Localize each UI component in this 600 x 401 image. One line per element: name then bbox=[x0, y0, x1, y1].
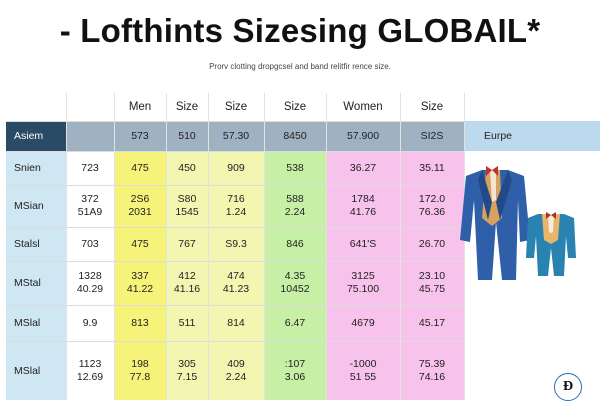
table-cell: 3125 75.100 bbox=[326, 261, 400, 305]
table-cell: :107 3.06 bbox=[264, 341, 326, 400]
row-label: Snien bbox=[6, 151, 66, 185]
small-suit-icon bbox=[526, 212, 576, 276]
table-cell: 1328 40.29 bbox=[66, 261, 114, 305]
column-header: Size bbox=[400, 93, 464, 121]
table-cell: 23.10 45.75 bbox=[400, 261, 464, 305]
table-cell: 767 bbox=[166, 227, 208, 261]
table-cell: 26.70 bbox=[400, 227, 464, 261]
row-label: MSian bbox=[6, 185, 66, 227]
table-cell: 412 41.16 bbox=[166, 261, 208, 305]
row-divider bbox=[6, 305, 464, 306]
column-header: Size bbox=[166, 93, 208, 121]
table-cell: 723 bbox=[66, 151, 114, 185]
suit-illustration bbox=[460, 166, 576, 280]
column-divider bbox=[326, 93, 327, 400]
row-divider bbox=[6, 227, 464, 228]
table-cell: 588 2.24 bbox=[264, 185, 326, 227]
table-cell: 372 51A9 bbox=[66, 185, 114, 227]
column-divider bbox=[66, 93, 67, 400]
table-cell: 511 bbox=[166, 305, 208, 341]
table-cell: 716 1.24 bbox=[208, 185, 264, 227]
column-divider bbox=[114, 93, 115, 400]
page-title: - Lofthints Sizesing GLOBAIL* bbox=[59, 12, 541, 49]
table-cell: 35.11 bbox=[400, 151, 464, 185]
table-cell: 337 41.22 bbox=[114, 261, 166, 305]
band-header: 57.30 bbox=[208, 121, 264, 151]
table-cell: 475 bbox=[114, 151, 166, 185]
table-cell: 846 bbox=[264, 227, 326, 261]
large-suit-icon bbox=[460, 166, 530, 280]
row-divider bbox=[6, 151, 464, 152]
table-cell: 409 2.24 bbox=[208, 341, 264, 400]
table-cell: 4.35 10452 bbox=[264, 261, 326, 305]
table-cell: 305 7.15 bbox=[166, 341, 208, 400]
table-cell: 45.17 bbox=[400, 305, 464, 341]
europe-cell bbox=[464, 305, 600, 341]
table-cell: 75.39 74.16 bbox=[400, 341, 464, 400]
table-cell: 475 bbox=[114, 227, 166, 261]
column-header: Size bbox=[264, 93, 326, 121]
row-divider bbox=[6, 121, 464, 122]
row-label: MStal bbox=[6, 261, 66, 305]
band-header bbox=[66, 121, 114, 151]
region-header-asia: Asiem bbox=[6, 121, 66, 151]
row-divider bbox=[6, 341, 464, 342]
column-divider bbox=[208, 93, 209, 400]
table-cell: -1000 51 55 bbox=[326, 341, 400, 400]
band-header: 57.900 bbox=[326, 121, 400, 151]
column-header bbox=[464, 93, 600, 121]
band-header: 8450 bbox=[264, 121, 326, 151]
row-divider bbox=[6, 261, 464, 262]
band-header: 510 bbox=[166, 121, 208, 151]
table-cell: S80 1545 bbox=[166, 185, 208, 227]
band-header: 573 bbox=[114, 121, 166, 151]
row-label: MSlal bbox=[6, 341, 66, 400]
table-cell: 703 bbox=[66, 227, 114, 261]
region-header-europe: Eurpe bbox=[464, 121, 600, 151]
column-divider bbox=[464, 93, 465, 400]
table-cell: S9.3 bbox=[208, 227, 264, 261]
table-cell: 474 41.23 bbox=[208, 261, 264, 305]
table-cell: 198 77.8 bbox=[114, 341, 166, 400]
row-label: Stalsl bbox=[6, 227, 66, 261]
column-header: Men bbox=[114, 93, 166, 121]
logo-badge-icon: Ð bbox=[554, 373, 582, 401]
table-cell: 538 bbox=[264, 151, 326, 185]
column-divider bbox=[264, 93, 265, 400]
band-header: SI2S bbox=[400, 121, 464, 151]
table-cell: 450 bbox=[166, 151, 208, 185]
column-divider bbox=[400, 93, 401, 400]
column-header bbox=[6, 93, 66, 121]
column-header bbox=[66, 93, 114, 121]
table-cell: 6.47 bbox=[264, 305, 326, 341]
table-cell: 2S6 2031 bbox=[114, 185, 166, 227]
page-subtitle: Prorv clotting dropgcsel and band relitf… bbox=[209, 62, 391, 71]
table-cell: 36.27 bbox=[326, 151, 400, 185]
table-cell: 814 bbox=[208, 305, 264, 341]
table-cell: 4679 bbox=[326, 305, 400, 341]
table-cell: 641'S bbox=[326, 227, 400, 261]
table-cell: 1784 41.76 bbox=[326, 185, 400, 227]
row-divider bbox=[6, 185, 464, 186]
column-header: Women bbox=[326, 93, 400, 121]
size-chart-table: Men Size Size Size Women Size Asiem 573 510 57.30… bbox=[6, 93, 600, 400]
table-cell: 909 bbox=[208, 151, 264, 185]
table-cell: 1123 12.69 bbox=[66, 341, 114, 400]
table-cell: 9.9 bbox=[66, 305, 114, 341]
row-label: MSlal bbox=[6, 305, 66, 341]
table-cell: 813 bbox=[114, 305, 166, 341]
column-divider bbox=[166, 93, 167, 400]
table-cell: 172.0 76.36 bbox=[400, 185, 464, 227]
column-header: Size bbox=[208, 93, 264, 121]
